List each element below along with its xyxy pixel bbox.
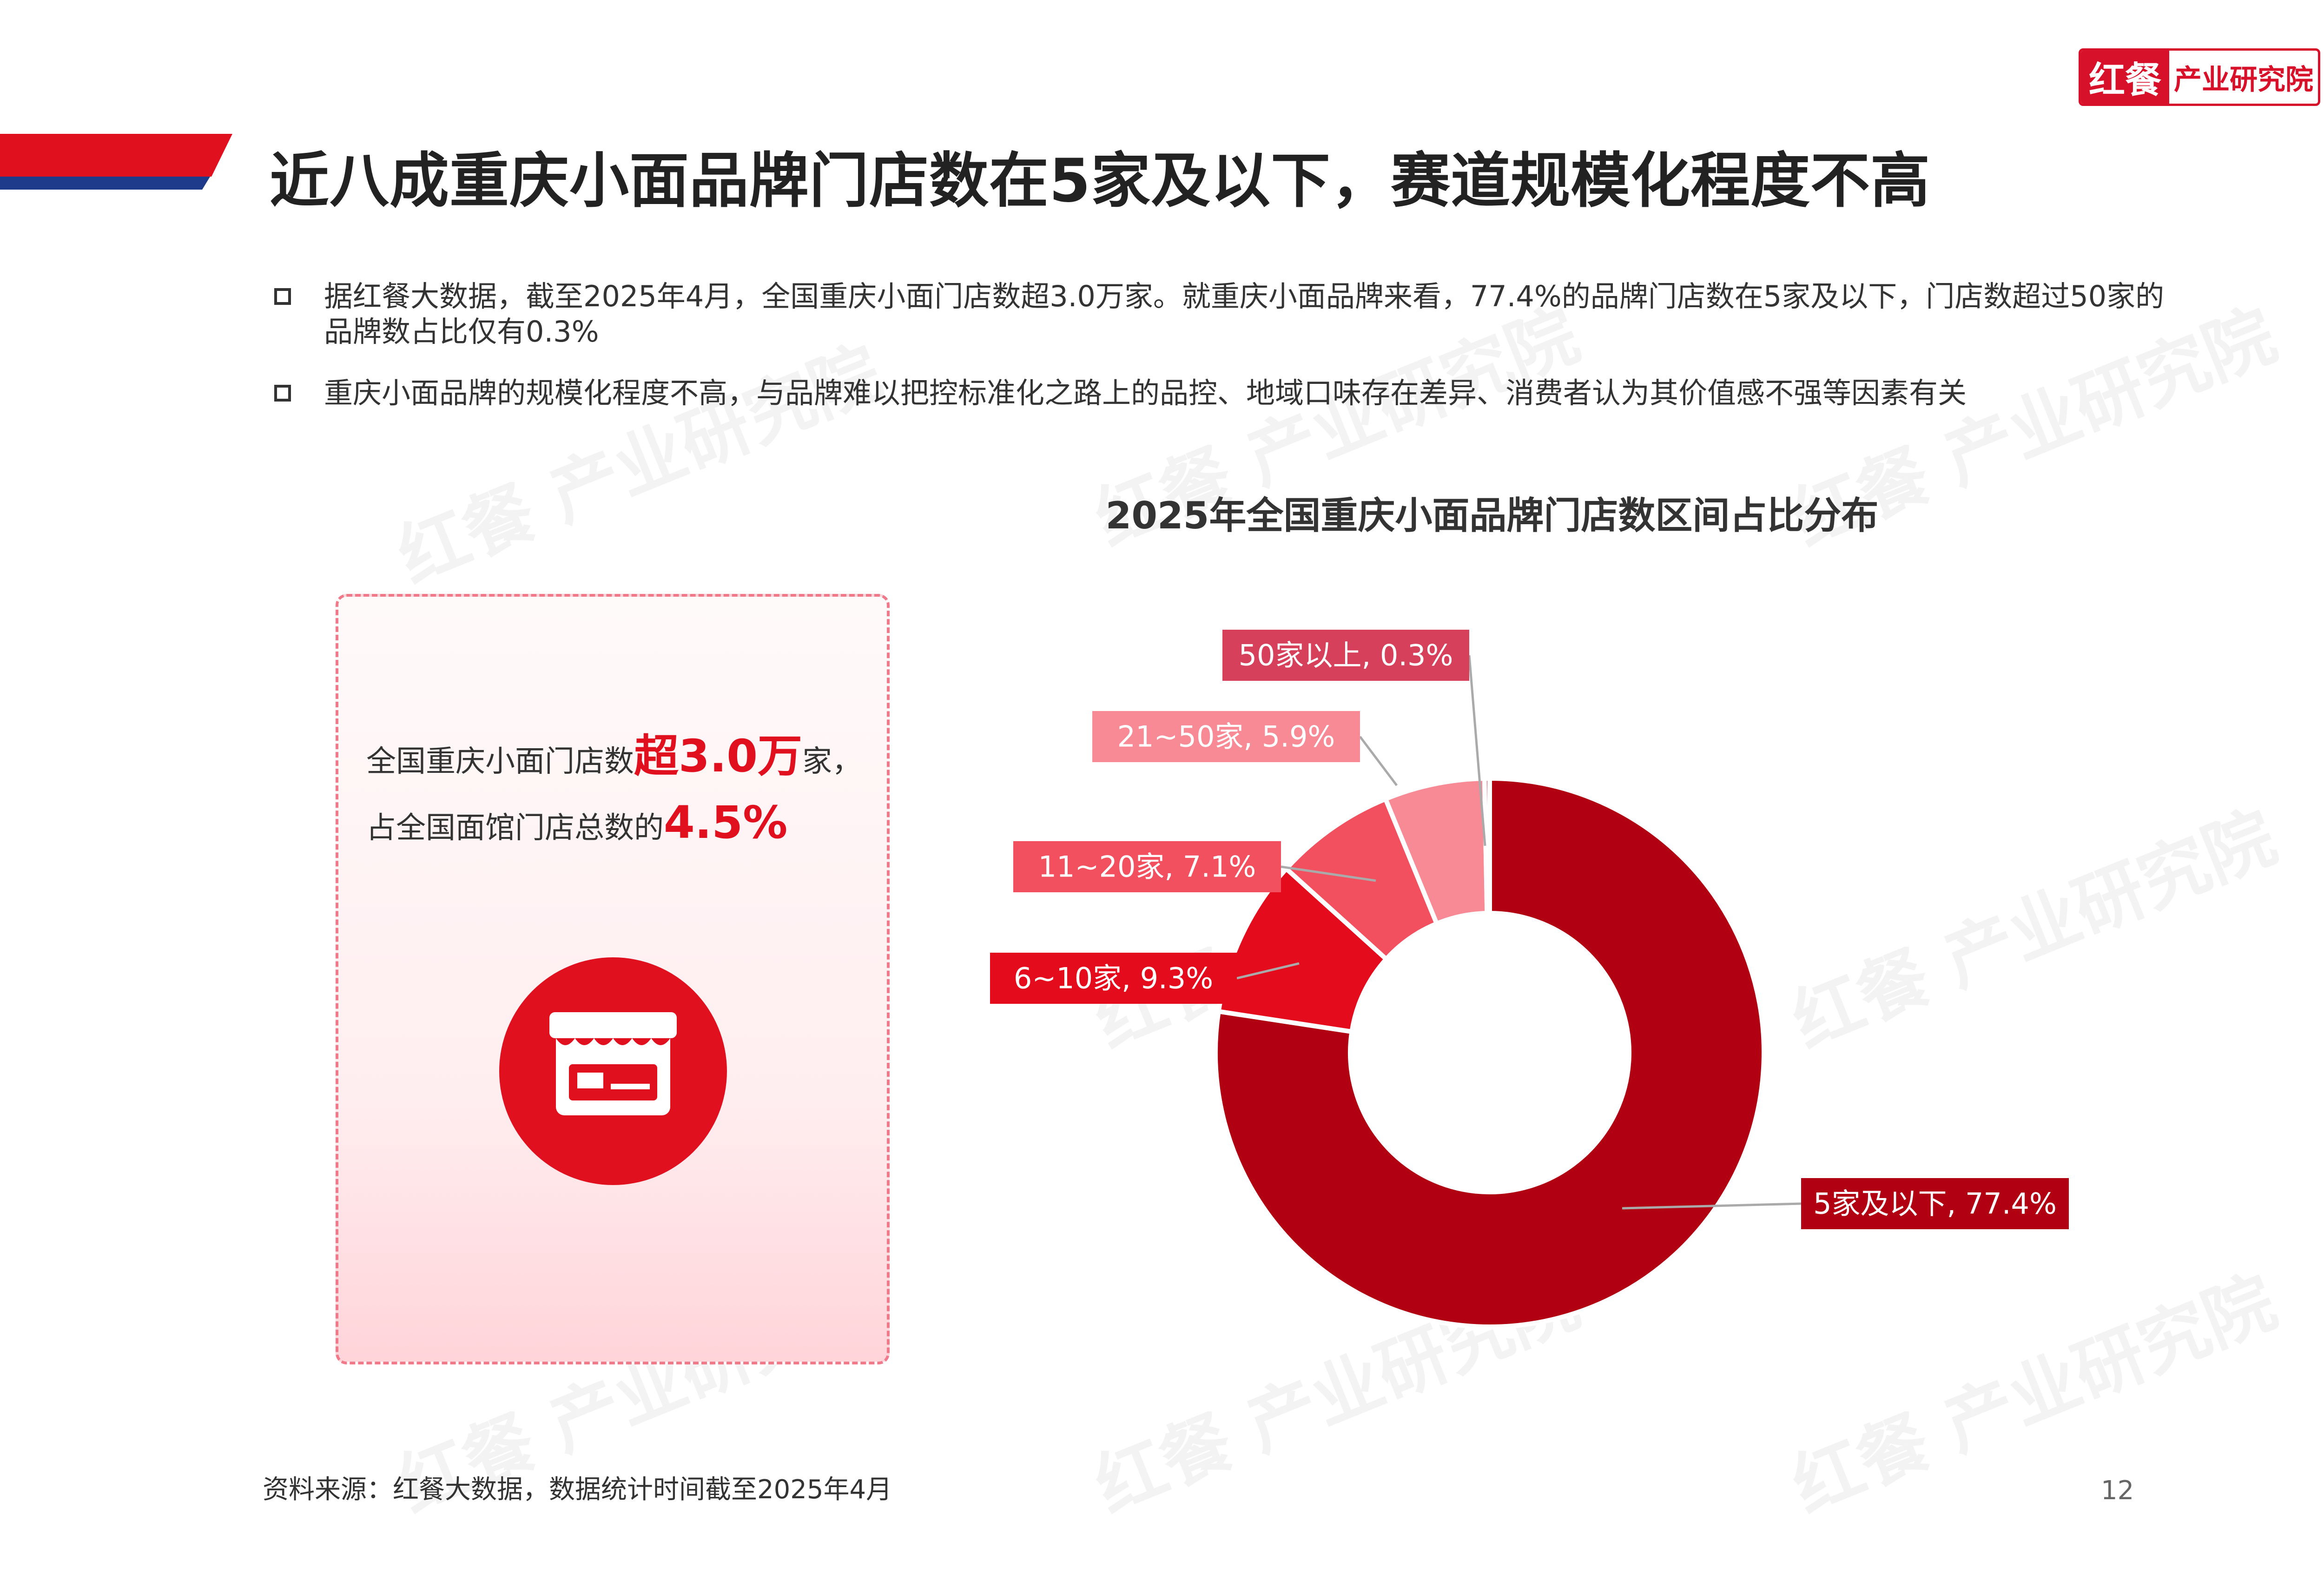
leader-line-5 — [1468, 655, 1486, 846]
header-band — [0, 134, 232, 190]
source-note: 资料来源：红餐大数据，数据统计时间截至2025年4月 — [263, 1475, 892, 1505]
data-label-box — [1801, 1178, 2069, 1229]
donut-slice-1 — [1213, 776, 1766, 1329]
card-line-1: 全国重庆小面门店数超3.0万家， — [366, 720, 862, 784]
page-title: 近八成重庆小面品牌门店数在5家及以下，赛道规模化程度不高 — [270, 146, 1931, 216]
data-label-box — [1013, 841, 1281, 892]
leader-line-3 — [1281, 865, 1376, 882]
data-label-3: 11~20家, 7.1% — [1013, 841, 1281, 892]
card-line-2-prefix: 占全国面馆门店总数的 — [366, 811, 664, 845]
data-label-text: 5家及以下, 77.4% — [1813, 1187, 2057, 1221]
data-label-2: 6~10家, 9.3% — [990, 953, 1237, 1004]
leader-line-4 — [1359, 736, 1398, 786]
card-line-2: 占全国面馆门店总数的4.5% — [366, 797, 787, 849]
data-label-text: 6~10家, 9.3% — [1014, 962, 1213, 995]
data-label-4: 21~50家, 5.9% — [1092, 711, 1360, 762]
leader-line-1 — [1622, 1202, 1802, 1210]
bullet-text-2: 重庆小面品牌的规模化程度不高，与品牌难以把控标准化之路上的品控、地域口味存在差异… — [324, 376, 1967, 410]
card-highlight-store-count: 超3.0万 — [634, 730, 803, 782]
leader-line-2 — [1236, 962, 1300, 980]
page-number: 12 — [2101, 1476, 2134, 1506]
chart-title: 2025年全国重庆小面品牌门店数区间占比分布 — [1105, 494, 1879, 537]
logo-text: 产业研究院 — [2174, 63, 2313, 96]
summary-card: 全国重庆小面门店数超3.0万家， 占全国面馆门店总数的4.5% — [336, 594, 890, 1364]
data-label-box — [1222, 630, 1469, 681]
storefront-icon — [499, 957, 727, 1185]
data-label-1: 5家及以下, 77.4% — [1801, 1178, 2069, 1229]
data-label-box — [990, 953, 1237, 1004]
card-line-1-suffix: 家， — [802, 744, 862, 779]
logo-mark: 红餐 — [2081, 51, 2169, 104]
bullet-text-1: 据红餐大数据，截至2025年4月，全国重庆小面门店数超3.0万家。就重庆小面品牌… — [324, 279, 2165, 349]
data-label-5: 50家以上, 0.3% — [1222, 630, 1469, 681]
data-label-box — [1092, 711, 1360, 762]
donut-slice-5 — [1482, 776, 1492, 916]
bullet-square-icon — [274, 385, 291, 402]
bullet-square-icon — [274, 288, 291, 305]
data-label-text: 11~20家, 7.1% — [1038, 850, 1256, 884]
brand-logo: 红餐 产业研究院 — [2079, 48, 2320, 106]
card-line-1-prefix: 全国重庆小面门店数 — [366, 744, 634, 779]
data-label-text: 50家以上, 0.3% — [1239, 639, 1453, 672]
card-highlight-share: 4.5% — [664, 797, 788, 849]
data-label-text: 21~50家, 5.9% — [1117, 720, 1335, 754]
